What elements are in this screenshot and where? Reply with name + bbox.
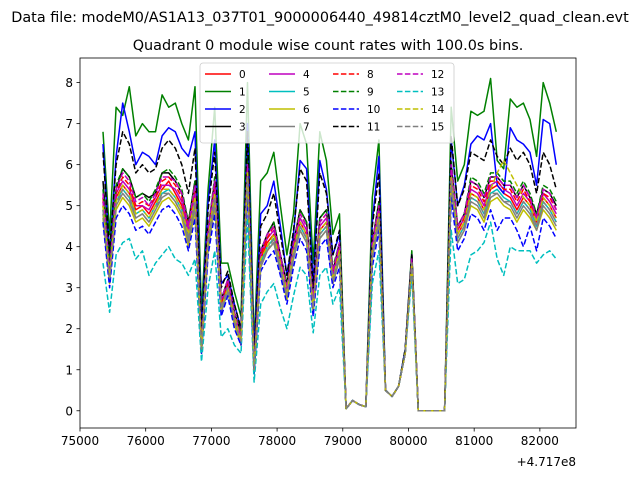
legend-label-15: 15: [431, 122, 444, 134]
x-tick-label: 80000: [389, 434, 427, 448]
x-axis: 75000 76000 77000 78000 79000 80000 81000 82000: [61, 428, 559, 448]
y-tick-label: 7: [65, 117, 73, 131]
y-tick-label: 1: [65, 363, 73, 377]
x-tick-label: 76000: [127, 434, 165, 448]
legend-box: [199, 62, 455, 144]
y-tick-label: 4: [65, 240, 73, 254]
series-layer: [102, 77, 558, 412]
legend-label-9: 9: [367, 87, 374, 99]
legend-label-1: 1: [239, 87, 246, 99]
y-tick-label: 3: [65, 281, 73, 295]
y-tick-label: 5: [65, 199, 73, 213]
legend-label-3: 3: [239, 122, 246, 134]
chart-title: Quadrant 0 module wise count rates with …: [133, 38, 524, 54]
x-tick-label: 79000: [324, 434, 362, 448]
y-tick-label: 2: [65, 322, 73, 336]
legend-label-5: 5: [303, 87, 310, 99]
series-line-12: [102, 163, 557, 412]
legend-label-4: 4: [303, 69, 310, 81]
x-tick-label: 81000: [455, 434, 493, 448]
x-tick-label: 77000: [192, 434, 230, 448]
legend-label-8: 8: [367, 69, 374, 81]
y-axis: 0 1 2 3 4 5 6 7 8: [65, 76, 80, 418]
series-line-13: [102, 217, 557, 412]
legend-label-10: 10: [367, 104, 380, 116]
y-tick-label: 0: [65, 404, 73, 418]
legend-label-6: 6: [303, 104, 310, 116]
legend-label-11: 11: [367, 122, 380, 134]
legend-label-12: 12: [431, 69, 444, 81]
legend-label-7: 7: [303, 122, 310, 134]
legend-label-0: 0: [239, 69, 246, 81]
x-tick-label: 82000: [521, 434, 559, 448]
y-tick-label: 8: [65, 76, 73, 90]
series-line-15: [102, 176, 557, 412]
series-line-1: [102, 77, 558, 412]
series-line-10: [102, 192, 557, 412]
legend-label-2: 2: [239, 104, 246, 116]
series-line-5: [102, 176, 557, 412]
series-line-9: [102, 155, 557, 412]
x-tick-label: 78000: [258, 434, 296, 448]
series-line-11: [102, 131, 558, 412]
x-tick-label: 75000: [61, 434, 99, 448]
x-offset-label: +4.717e8: [517, 455, 576, 469]
legend-label-14: 14: [431, 104, 445, 116]
y-tick-label: 6: [65, 158, 73, 172]
plot-area-frame: [79, 57, 577, 429]
legend-label-13: 13: [431, 87, 444, 99]
figure-suptitle: Data file: modeM0/AS1A13_037T01_90000064…: [11, 10, 629, 26]
